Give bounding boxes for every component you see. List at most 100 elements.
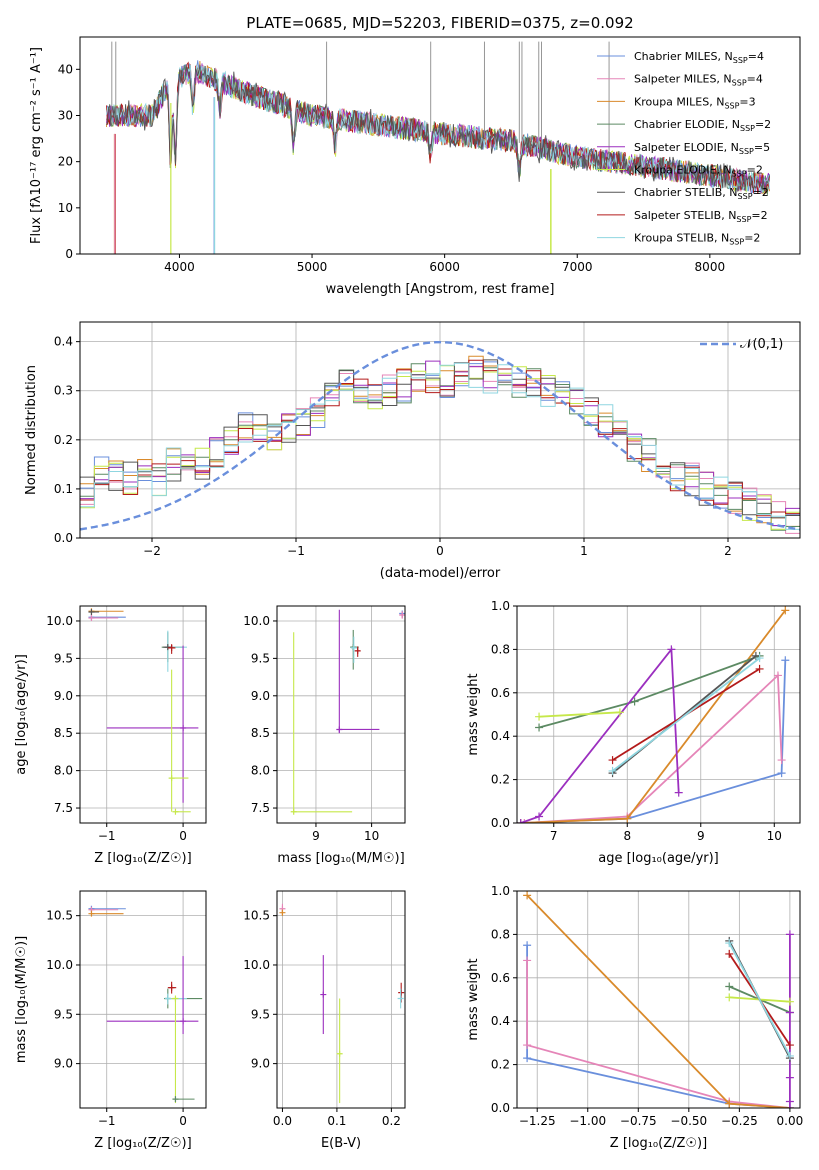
data-marker (88, 910, 95, 917)
normal-curve (80, 341, 800, 531)
x-tick-label: −1 (287, 544, 305, 558)
y-tick-label: 1.0 (491, 599, 510, 613)
y-tick-label: 0.6 (491, 971, 510, 985)
errorbar-point (88, 614, 126, 621)
weight-marker (523, 891, 532, 900)
y-tick-label: 0.1 (54, 482, 73, 496)
y-tick-label: 0.0 (491, 1101, 510, 1115)
y-axis-label: mass weight (466, 958, 481, 1040)
y-tick-label: 8.5 (251, 726, 270, 740)
plot-area (88, 905, 203, 1104)
legend-label: Chabrier STELIB, NSSP=2 (634, 186, 769, 201)
data-marker (397, 995, 404, 1002)
x-axis-label: Z [log₁₀(Z/Z☉)] (94, 1136, 191, 1151)
data-marker (172, 808, 179, 815)
y-tick-label: 9.5 (54, 1007, 73, 1021)
y-tick-label: 9.5 (251, 651, 270, 665)
y-tick-label: 10.0 (243, 614, 270, 628)
weight-marker (725, 993, 734, 1002)
legend-label: Kroupa MILES, NSSP=3 (634, 95, 756, 110)
x-tick-label: 2 (724, 544, 732, 558)
data-marker (172, 1096, 179, 1103)
x-axis-label: E(B-V) (321, 1136, 361, 1151)
y-tick-label: 10 (58, 201, 73, 215)
spectrum-legend: Chabrier MILES, NSSP=4 Salpeter MILES, NS… (597, 50, 771, 247)
y-tick-label: 7.5 (54, 801, 73, 815)
errorbar-point (106, 956, 199, 1035)
y-tick-label: 0.4 (491, 729, 510, 743)
y-tick-label: 8.5 (54, 726, 73, 740)
y-tick-label: 8.0 (54, 764, 73, 778)
x-tick-label: 4000 (164, 260, 195, 274)
y-tick-label: 0.0 (54, 531, 73, 545)
panel-age_vs_mass: 9 10 7.5 8.0 8.5 9.0 9.5 10.0 mass [log₁₀(M/M☉)] (243, 605, 406, 866)
data-marker (399, 611, 405, 618)
legend-label: Chabrier MILES, NSSP=4 (634, 50, 764, 65)
y-tick-label: 0.8 (491, 642, 510, 656)
y-tick-label: 0.6 (491, 686, 510, 700)
axes-frame (516, 605, 801, 824)
errorbar-point (88, 608, 100, 615)
weight-marker (725, 982, 734, 991)
x-tick-label: 0.2 (382, 1114, 401, 1128)
legend-label: Kroupa STELIB, NSSP=2 (634, 232, 760, 247)
weight-marker (608, 756, 617, 765)
weight-marker (535, 812, 544, 821)
x-tick-label: −1.00 (569, 1114, 606, 1128)
x-tick-label: 10 (767, 829, 782, 843)
x-tick-label: 9 (697, 829, 705, 843)
x-tick-label: −2 (143, 544, 161, 558)
x-tick-label: −0.50 (670, 1114, 707, 1128)
plot-area (106, 41, 770, 254)
axes-frame (276, 605, 406, 824)
y-tick-label: 0.2 (491, 1058, 510, 1072)
errorbar-point (336, 998, 343, 1104)
x-tick-label: 1 (580, 544, 588, 558)
y-tick-label: 10.5 (243, 909, 270, 923)
y-tick-label: 0.3 (54, 384, 73, 398)
x-tick-label: −1 (98, 1114, 116, 1128)
legend-label: Kroupa ELODIE, NSSP=2 (634, 164, 763, 179)
y-tick-label: 40 (58, 62, 73, 76)
errorbar-point (279, 909, 286, 916)
axes-frame (79, 605, 207, 824)
axes-frame (79, 890, 207, 1109)
plot-area (88, 608, 199, 815)
weight-marker (667, 645, 676, 654)
y-tick-label: 10.0 (46, 614, 73, 628)
errorbar-point (172, 808, 191, 815)
errorbar-point (354, 646, 361, 657)
weight-line-2 (520, 609, 787, 823)
panel-residuals: −2 −1 0 1 2 0.0 0.1 0.2 0.3 0.4 (data-model)/error… (24, 321, 801, 581)
weight-marker (523, 1054, 532, 1063)
x-tick-label: 0.1 (327, 1114, 346, 1128)
panel-weight_vs_age: 7 8 9 10 0.0 0.2 0.4 0.6 0.8 1.0 age [log₁₀(age/yr… (466, 599, 801, 866)
figure-title: PLATE=0685, MJD=52203, FIBERID=0375, z=0… (246, 14, 633, 32)
data-marker (88, 614, 95, 621)
y-tick-label: 7.5 (251, 801, 270, 815)
y-tick-label: 0 (65, 247, 73, 261)
plot-area (517, 606, 790, 823)
weight-marker (781, 606, 790, 615)
y-axis-label: mass weight (466, 673, 481, 755)
weight-line-3 (538, 655, 760, 729)
x-tick-label: 0.0 (273, 1114, 292, 1128)
errorbar-point (88, 905, 126, 912)
plot-area (290, 609, 405, 815)
y-tick-label: 9.0 (251, 1057, 270, 1071)
y-tick-label: 10.0 (243, 958, 270, 972)
y-tick-label: 9.5 (251, 1007, 270, 1021)
y-tick-label: 9.0 (251, 689, 270, 703)
data-marker (290, 808, 297, 815)
y-tick-label: 9.0 (54, 1057, 73, 1071)
weight-marker (523, 941, 532, 950)
weight-marker (535, 723, 544, 732)
weight-line-5 (539, 711, 620, 718)
weight-marker (777, 769, 786, 778)
plot-area (279, 903, 405, 1104)
weight-line-8 (612, 657, 761, 772)
y-tick-label: 0.4 (491, 1014, 510, 1028)
errorbar-point (397, 988, 404, 1009)
y-axis-label: mass [log₁₀(M/M☉)] (14, 936, 29, 1063)
